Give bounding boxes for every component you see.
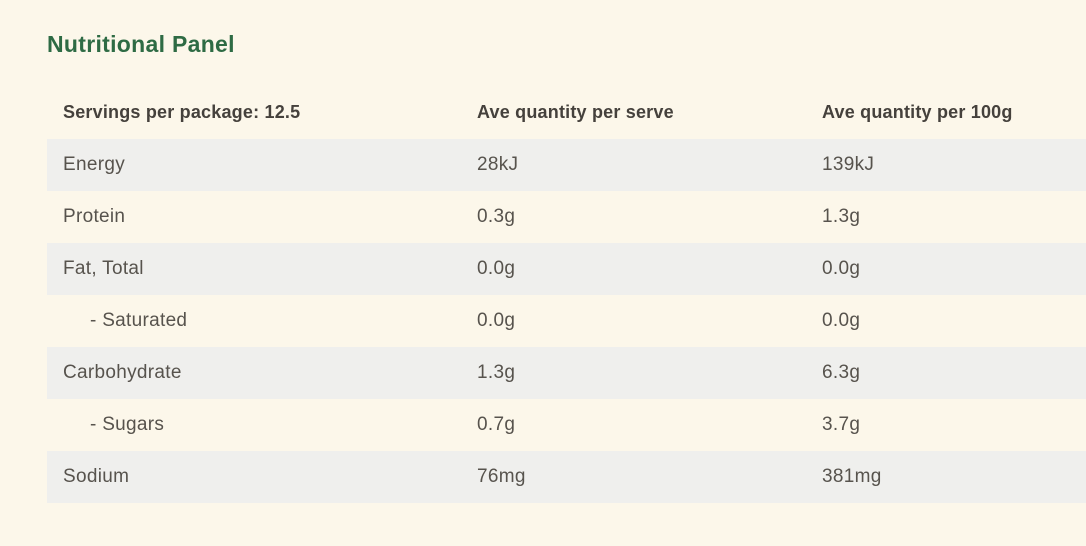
row-label: Energy [63, 154, 126, 175]
table-row-sodium: Sodium 76mg 381mg [47, 451, 1086, 503]
page-title: Nutritional Panel [47, 31, 235, 57]
row-value-per-100g: 6.3g [822, 362, 861, 383]
table-header-row: Servings per package: 12.5 Ave quantity … [47, 86, 1086, 139]
table-row-protein: Protein 0.3g 1.3g [47, 191, 1086, 243]
table-row-carbohydrate: Carbohydrate 1.3g 6.3g [47, 347, 1086, 399]
row-value-per-serve: 1.3g [477, 362, 516, 383]
row-value-per-100g: 381mg [822, 466, 882, 487]
row-label: Carbohydrate [63, 362, 182, 383]
row-value-per-100g: 0.0g [822, 258, 861, 279]
table-row-sugars: - Sugars 0.7g 3.7g [47, 399, 1086, 451]
row-value-per-serve: 76mg [477, 466, 526, 487]
row-value-per-serve: 0.3g [477, 206, 516, 227]
table-row-fat-total: Fat, Total 0.0g 0.0g [47, 243, 1086, 295]
row-value-per-100g: 3.7g [822, 414, 861, 435]
header-ave-quantity-per-serve: Ave quantity per serve [477, 102, 674, 122]
row-value-per-100g: 0.0g [822, 310, 861, 331]
row-value-per-serve: 0.7g [477, 414, 516, 435]
row-value-per-100g: 139kJ [822, 154, 875, 175]
row-value-per-serve: 0.0g [477, 258, 516, 279]
row-label: Protein [63, 206, 126, 227]
row-value-per-serve: 0.0g [477, 310, 516, 331]
row-value-per-serve: 28kJ [477, 154, 519, 175]
row-label: - Saturated [90, 310, 188, 331]
row-label: Fat, Total [63, 258, 144, 279]
row-label: - Sugars [90, 414, 165, 435]
table-row-saturated: - Saturated 0.0g 0.0g [47, 295, 1086, 347]
row-label: Sodium [63, 466, 130, 487]
nutrition-table: Servings per package: 12.5 Ave quantity … [47, 86, 1086, 503]
header-ave-quantity-per-100g: Ave quantity per 100g [822, 102, 1013, 122]
row-value-per-100g: 1.3g [822, 206, 861, 227]
table-row-energy: Energy 28kJ 139kJ [47, 139, 1086, 191]
header-servings-per-package: Servings per package: 12.5 [63, 102, 301, 122]
